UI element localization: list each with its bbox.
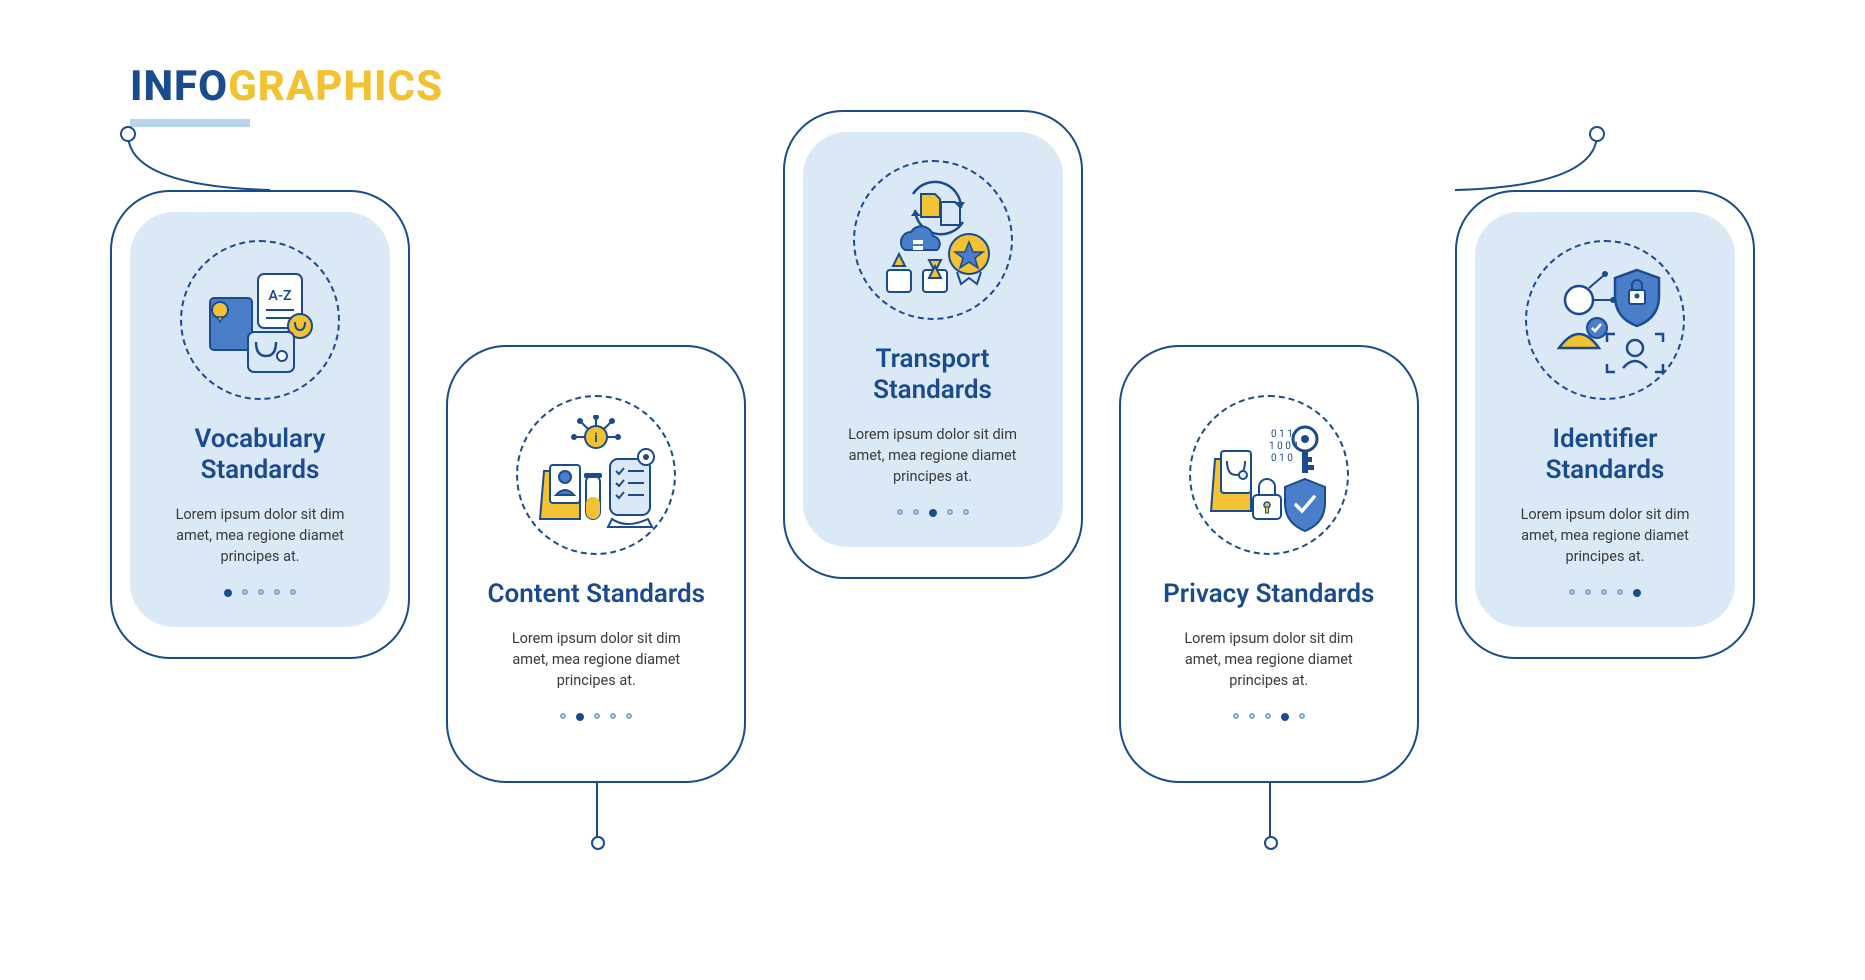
- pager-dot: [594, 713, 600, 719]
- pager-dots: [1233, 713, 1305, 721]
- card-title: Vocabulary Standards: [150, 424, 370, 486]
- connector-stub: [120, 130, 122, 190]
- connector-stub: [1269, 783, 1271, 843]
- svg-text:A-Z: A-Z: [269, 288, 292, 304]
- card-outline: 0 1 1 1 0 0 1 0 1 0 Privacy Standards Lor…: [1119, 345, 1419, 783]
- pager-dot: [1601, 589, 1607, 595]
- card-2: Transport Standards Lorem ipsum dolor sit…: [783, 110, 1083, 579]
- pager-dots: [224, 589, 296, 597]
- card-outline: Transport Standards Lorem ipsum dolor sit…: [783, 110, 1083, 579]
- pager-dot: [1265, 713, 1271, 719]
- pager-dot: [1233, 713, 1239, 719]
- content-icon-wrap: i: [516, 395, 676, 555]
- pager-dot: [1281, 713, 1289, 721]
- transport-icon-wrap: [853, 160, 1013, 320]
- identifier-icon-wrap: [1525, 240, 1685, 400]
- pager-dot: [1249, 713, 1255, 719]
- privacy-icon: 0 1 1 1 0 0 1 0 1 0: [1209, 415, 1329, 535]
- card-desc: Lorem ipsum dolor sit dim amet, mea regi…: [486, 628, 706, 691]
- vocabulary-icon-wrap: A-Z: [180, 240, 340, 400]
- pager-dots: [1569, 589, 1641, 597]
- card-title: Transport Standards: [823, 344, 1043, 406]
- cards-row: A-Z Vocabulary Standards Lorem ipsum dolo…: [110, 100, 1755, 783]
- connector-curve: [120, 126, 280, 196]
- card-3: 0 1 1 1 0 0 1 0 1 0 Privacy Standards Lor…: [1119, 345, 1419, 783]
- pager-dot: [290, 589, 296, 595]
- pager-dot: [610, 713, 616, 719]
- pager-dot: [242, 589, 248, 595]
- identifier-icon: [1545, 260, 1665, 380]
- pager-dot: [1585, 589, 1591, 595]
- svg-text:0 1 0: 0 1 0: [1271, 453, 1293, 464]
- card-inner: i Content Standards Lorem ipsum dolor sit…: [466, 367, 726, 751]
- pager-dot: [626, 713, 632, 719]
- card-desc: Lorem ipsum dolor sit dim amet, mea regi…: [150, 504, 370, 567]
- svg-text:0 1 1: 0 1 1: [1271, 429, 1293, 440]
- card-title: Privacy Standards: [1163, 579, 1374, 610]
- pager-dot: [947, 509, 953, 515]
- card-outline: i Content Standards Lorem ipsum dolor sit…: [446, 345, 746, 783]
- pager-dot: [1299, 713, 1305, 719]
- pager-dot: [963, 509, 969, 515]
- card-0: A-Z Vocabulary Standards Lorem ipsum dolo…: [110, 190, 410, 659]
- connector-curve: [1445, 126, 1605, 196]
- svg-text:i: i: [595, 431, 598, 446]
- pager-dot: [913, 509, 919, 515]
- card-1: i Content Standards Lorem ipsum dolor sit…: [446, 345, 746, 783]
- connector-stub: [596, 783, 598, 843]
- card-4: Identifier Standards Lorem ipsum dolor si…: [1455, 190, 1755, 659]
- content-icon: i: [536, 415, 656, 535]
- card-outline: Identifier Standards Lorem ipsum dolor si…: [1455, 190, 1755, 659]
- connector-dot: [591, 836, 605, 850]
- pager-dot: [560, 713, 566, 719]
- card-title: Identifier Standards: [1495, 424, 1715, 486]
- pager-dot: [576, 713, 584, 721]
- card-inner: Identifier Standards Lorem ipsum dolor si…: [1475, 212, 1735, 627]
- privacy-icon-wrap: 0 1 1 1 0 0 1 0 1 0: [1189, 395, 1349, 555]
- card-desc: Lorem ipsum dolor sit dim amet, mea regi…: [1159, 628, 1379, 691]
- card-desc: Lorem ipsum dolor sit dim amet, mea regi…: [823, 424, 1043, 487]
- pager-dot: [224, 589, 232, 597]
- card-inner: 0 1 1 1 0 0 1 0 1 0 Privacy Standards Lor…: [1139, 367, 1399, 751]
- connector-stub: [1595, 130, 1597, 190]
- card-inner: A-Z Vocabulary Standards Lorem ipsum dolo…: [130, 212, 390, 627]
- pager-dot: [258, 589, 264, 595]
- pager-dot: [1617, 589, 1623, 595]
- pager-dot: [274, 589, 280, 595]
- connector-dot: [1264, 836, 1278, 850]
- pager-dot: [1569, 589, 1575, 595]
- card-title: Content Standards: [488, 579, 706, 610]
- pager-dot: [897, 509, 903, 515]
- card-outline: A-Z Vocabulary Standards Lorem ipsum dolo…: [110, 190, 410, 659]
- pager-dot: [1633, 589, 1641, 597]
- pager-dots: [897, 509, 969, 517]
- card-desc: Lorem ipsum dolor sit dim amet, mea regi…: [1495, 504, 1715, 567]
- vocabulary-icon: A-Z: [200, 260, 320, 380]
- card-inner: Transport Standards Lorem ipsum dolor sit…: [803, 132, 1063, 547]
- pager-dots: [560, 713, 632, 721]
- pager-dot: [929, 509, 937, 517]
- transport-icon: [873, 180, 993, 300]
